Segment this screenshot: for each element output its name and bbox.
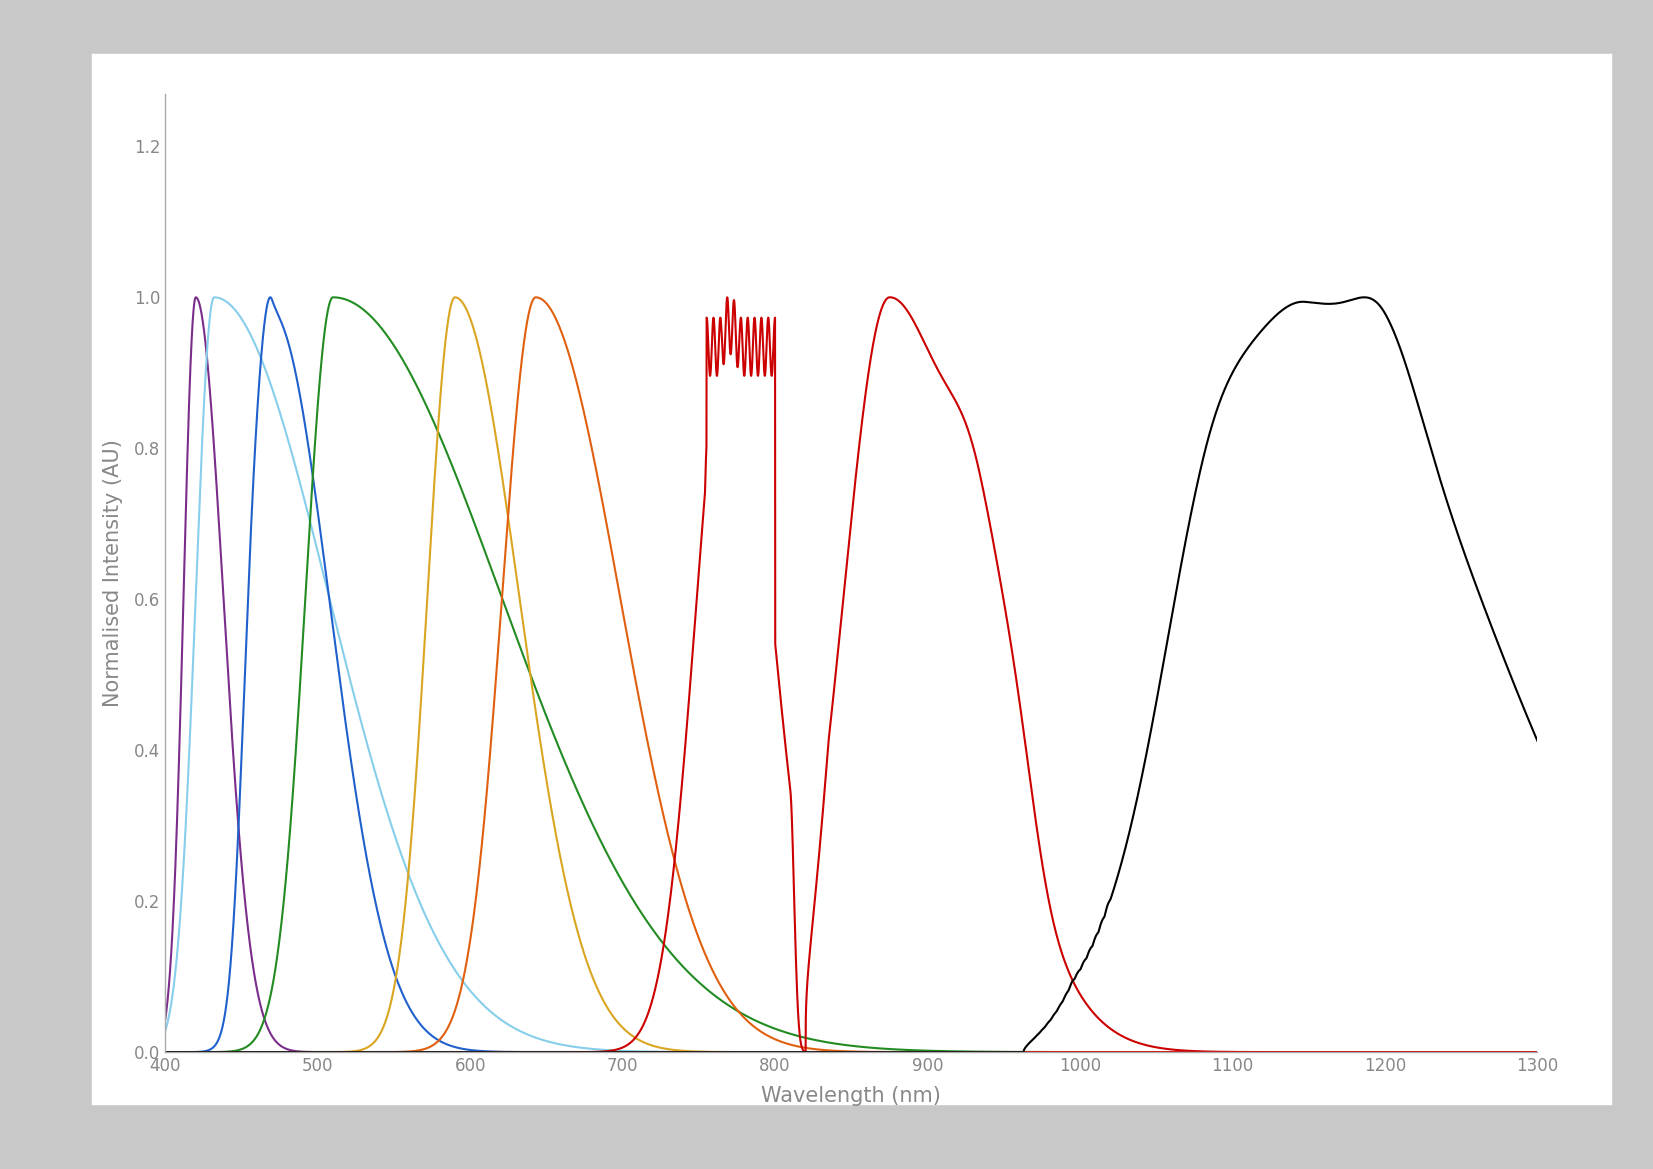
X-axis label: Wavelength (nm): Wavelength (nm): [762, 1086, 941, 1106]
Y-axis label: Normalised Intensity (AU): Normalised Intensity (AU): [102, 438, 122, 707]
